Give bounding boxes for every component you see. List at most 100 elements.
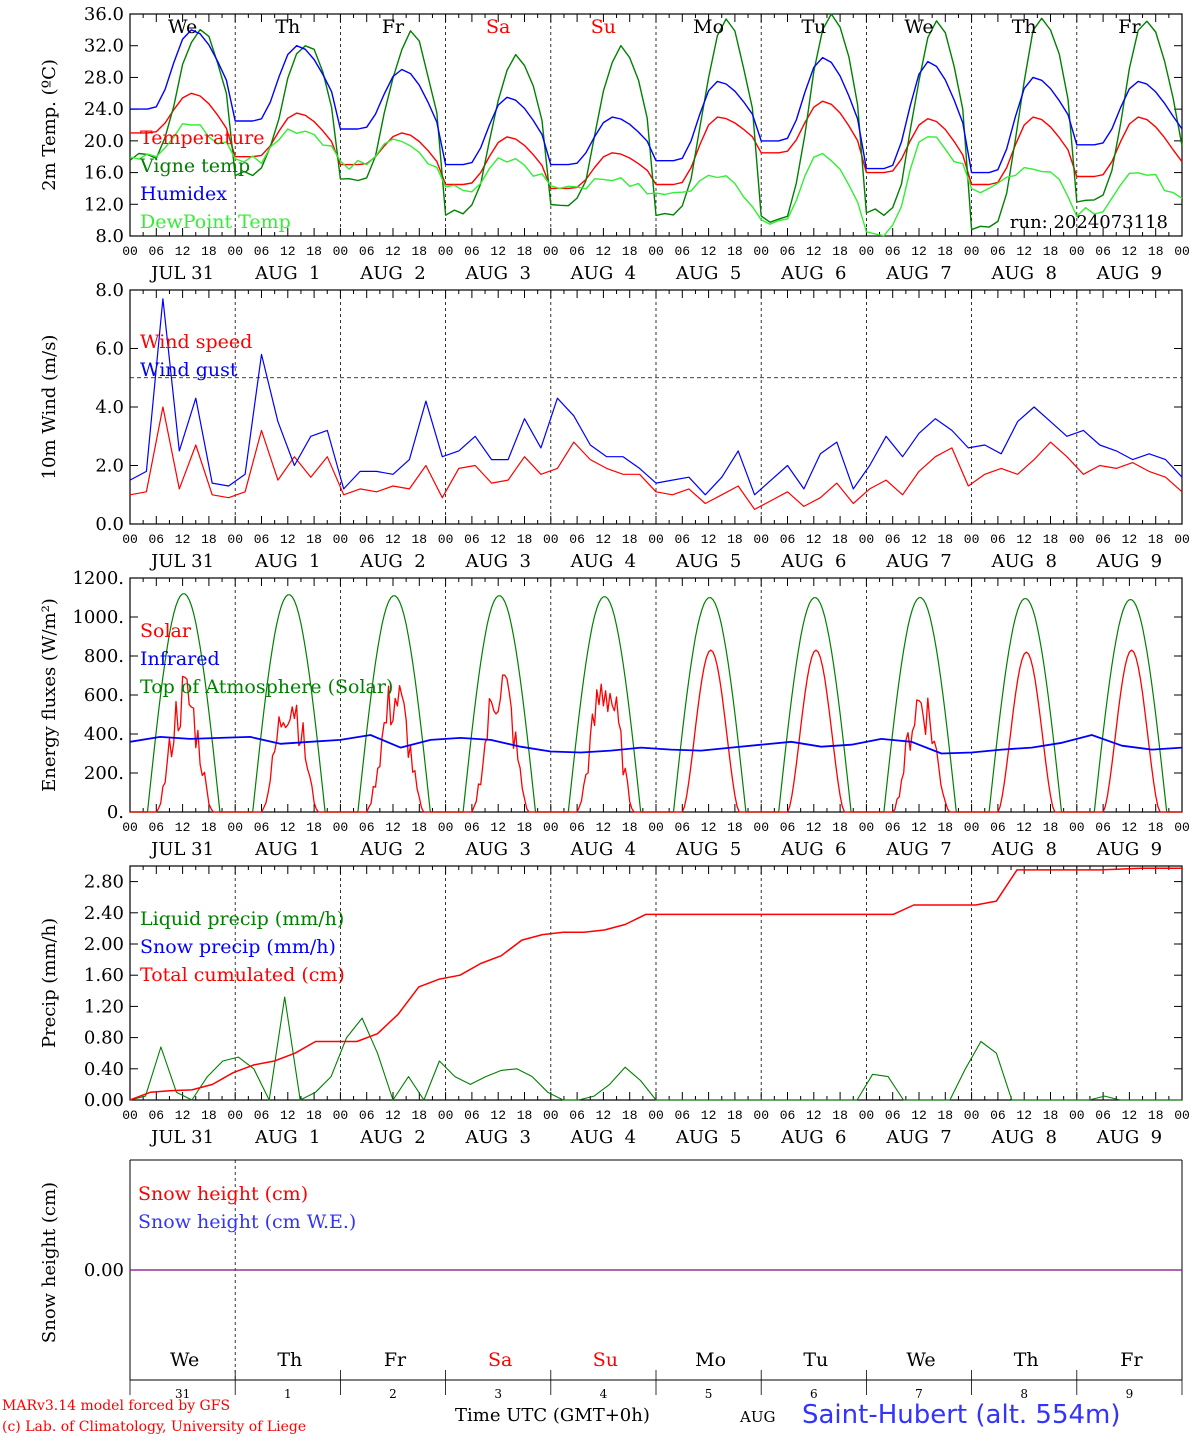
x-hour-tick-label: 12 [1122, 532, 1138, 547]
x-hour-tick-label: 00 [122, 244, 138, 259]
x-date-label: AUG 9 [1096, 551, 1162, 572]
x-hour-tick-label: 00 [1174, 532, 1190, 547]
x-hour-tick-label: 00 [227, 244, 243, 259]
x-hour-tick-label: 18 [727, 820, 743, 835]
x-hour-tick-label: 00 [1069, 532, 1085, 547]
legend-vigne-temp: Vigne temp [139, 155, 250, 177]
x-hour-tick-label: 00 [964, 1108, 980, 1123]
x-hour-tick-label: 00 [964, 244, 980, 259]
series-wind-gust [129, 298, 1183, 496]
x-hour-tick-label: 00 [964, 532, 980, 547]
x-date-label: AUG 2 [359, 263, 425, 284]
x-hour-tick-label: 06 [780, 532, 796, 547]
x-hour-tick-label: 18 [832, 820, 848, 835]
x-hour-tick-label: 18 [727, 244, 743, 259]
bottom-weekday-label: Th [277, 1349, 302, 1371]
x-hour-tick-label: 06 [990, 244, 1006, 259]
y-tick-label: 1.20 [84, 996, 124, 1017]
x-hour-tick-label: 00 [333, 532, 349, 547]
y-tick-label: 16.0 [84, 163, 124, 184]
x-hour-tick-label: 12 [385, 244, 401, 259]
x-hour-tick-label: 06 [674, 244, 690, 259]
x-date-label: AUG 8 [990, 1127, 1056, 1148]
x-hour-tick-label: 06 [780, 1108, 796, 1123]
x-date-label: AUG 4 [570, 263, 636, 284]
weekday-label: Su [591, 16, 616, 38]
weekday-label: We [904, 16, 933, 38]
x-date-label: AUG 1 [254, 839, 320, 860]
x-hour-tick-label: 06 [254, 820, 270, 835]
legend-temperature: Temperature [140, 127, 264, 149]
x-hour-tick-label: 12 [1122, 1108, 1138, 1123]
x-hour-tick-label: 00 [543, 244, 559, 259]
bottom-weekday-label: Sa [488, 1349, 512, 1371]
x-hour-tick-label: 12 [911, 1108, 927, 1123]
y-axis-title: Precip (mm/h) [39, 918, 60, 1048]
x-hour-tick-label: 06 [569, 532, 585, 547]
x-date-label: AUG 2 [359, 1127, 425, 1148]
bottom-weekday-label: We [906, 1349, 935, 1371]
x-hour-tick-label: 12 [596, 1108, 612, 1123]
x-hour-tick-label: 06 [359, 1108, 375, 1123]
x-date-label: AUG 2 [359, 839, 425, 860]
x-hour-tick-label: 00 [333, 244, 349, 259]
panel-wind: 00 06 12 18 JUL 31 00 06 12 18 AUG 1 00 06 12 18 AUG 2… [39, 280, 1190, 572]
y-axis-title: Energy fluxes (W/m²) [39, 598, 60, 792]
series-humidex [130, 29, 1183, 174]
x-hour-tick-label: 12 [806, 820, 822, 835]
x-hour-tick-label: 00 [648, 532, 664, 547]
x-hour-tick-label: 12 [911, 244, 927, 259]
x-hour-tick-label: 12 [280, 820, 296, 835]
x-hour-tick-label: 18 [517, 1108, 533, 1123]
x-hour-tick-label: 18 [1043, 532, 1059, 547]
x-hour-tick-label: 18 [1043, 244, 1059, 259]
x-hour-tick-label: 06 [1095, 1108, 1111, 1123]
x-hour-tick-label: 12 [701, 1108, 717, 1123]
x-hour-tick-label: 18 [937, 244, 953, 259]
weekday-label: Mo [693, 16, 724, 38]
x-hour-tick-label: 00 [753, 1108, 769, 1123]
x-hour-tick-label: 18 [832, 532, 848, 547]
x-hour-tick-label: 18 [832, 244, 848, 259]
x-hour-tick-label: 12 [806, 532, 822, 547]
x-date-label: AUG 3 [464, 1127, 530, 1148]
x-hour-tick-label: 18 [201, 1108, 217, 1123]
x-hour-tick-label: 18 [517, 532, 533, 547]
x-hour-tick-label: 00 [859, 244, 875, 259]
x-hour-tick-label: 18 [1148, 532, 1164, 547]
x-hour-tick-label: 00 [333, 820, 349, 835]
legend-infrared: Infrared [140, 648, 220, 670]
x-hour-tick-label: 00 [1174, 1108, 1190, 1123]
x-date-label: AUG 1 [254, 1127, 320, 1148]
x-hour-tick-label: 12 [490, 532, 506, 547]
x-date-label: AUG 8 [990, 263, 1056, 284]
x-date-label: AUG 9 [1096, 839, 1162, 860]
x-hour-tick-label: 18 [832, 1108, 848, 1123]
x-hour-tick-label: 18 [517, 244, 533, 259]
x-hour-tick-label: 06 [674, 820, 690, 835]
panel-precip: 00 06 12 18 JUL 31 00 06 12 18 AUG 1 00 06 12 18 AUG 2… [39, 865, 1190, 1148]
x-hour-tick-label: 06 [1095, 820, 1111, 835]
weekday-label: Fr [1118, 16, 1141, 38]
bottom-weekday-label: We [170, 1349, 199, 1371]
bottom-day-number: 1 [284, 1387, 292, 1401]
x-date-label: AUG 6 [780, 839, 846, 860]
x-date-label: AUG 6 [780, 551, 846, 572]
panel-energy: 00 06 12 18 JUL 31 00 06 12 18 AUG 1 00 06 12 18 AUG 2… [39, 568, 1190, 860]
x-hour-tick-label: 06 [464, 820, 480, 835]
x-hour-tick-label: 12 [701, 532, 717, 547]
x-hour-tick-label: 12 [1016, 532, 1032, 547]
x-hour-tick-label: 00 [648, 1108, 664, 1123]
bottom-weekday-label: Fr [384, 1349, 407, 1371]
y-tick-label: 0.0 [95, 514, 124, 535]
x-date-label: AUG 2 [359, 551, 425, 572]
x-hour-tick-label: 06 [674, 532, 690, 547]
x-hour-tick-label: 12 [911, 820, 927, 835]
x-hour-tick-label: 18 [1148, 1108, 1164, 1123]
weekday-label: Fr [382, 16, 405, 38]
weekday-label: Th [275, 16, 300, 38]
legend-snow-height-cm-w-e: Snow height (cm W.E.) [138, 1211, 356, 1233]
x-hour-tick-label: 18 [411, 532, 427, 547]
x-hour-tick-label: 00 [438, 244, 454, 259]
x-hour-tick-label: 00 [753, 820, 769, 835]
